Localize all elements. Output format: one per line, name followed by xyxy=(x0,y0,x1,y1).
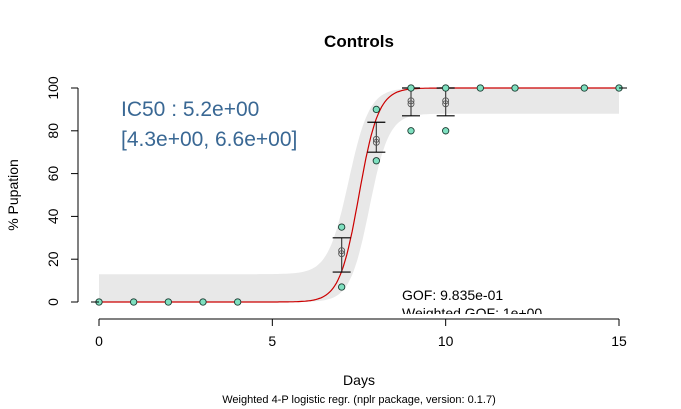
mean-marker xyxy=(372,135,380,143)
data-point xyxy=(234,298,242,306)
point-layer xyxy=(91,84,627,306)
mean-marker xyxy=(442,97,450,105)
mean-marker xyxy=(407,100,415,108)
y-tick-label: 40 xyxy=(45,208,61,224)
y-tick-label: 80 xyxy=(45,123,61,139)
y-tick-label: 0 xyxy=(45,298,61,306)
data-point xyxy=(476,84,484,92)
data-point xyxy=(338,283,346,291)
data-point xyxy=(372,157,380,165)
gof-label: GOF: 9.835e-01 xyxy=(402,287,503,303)
data-point xyxy=(338,223,346,231)
x-tick-label: 0 xyxy=(95,333,103,349)
y-tick-label: 60 xyxy=(45,166,61,182)
x-tick-label: 15 xyxy=(611,333,627,349)
data-point xyxy=(407,84,415,92)
fit-layer xyxy=(99,87,619,303)
data-point xyxy=(442,127,450,135)
data-point xyxy=(511,84,519,92)
data-point xyxy=(164,298,172,306)
mean-marker xyxy=(338,250,346,258)
x-tick-label: 5 xyxy=(268,333,276,349)
error-bar-layer xyxy=(332,87,455,273)
axis-layer: 0 5 10 15 0 20 40 60 80 100 xyxy=(45,76,627,349)
mean-marker xyxy=(407,97,415,105)
weighted-gof-label: Weighted GOF: 1e+00 xyxy=(402,305,542,321)
mean-marker xyxy=(372,138,380,146)
fit-curve xyxy=(99,87,619,303)
data-point xyxy=(130,298,138,306)
x-tick-label: 10 xyxy=(438,333,454,349)
y-axis-label: % Pupation xyxy=(5,159,21,231)
chart-subtitle: Weighted 4-P logistic regr. (nplr packag… xyxy=(222,394,496,406)
data-point xyxy=(199,298,207,306)
data-point xyxy=(372,105,380,114)
ic50-ci-label: [4.3e+00, 6.6e+00] xyxy=(121,128,297,151)
chart-title: Controls xyxy=(324,32,394,51)
data-point xyxy=(442,84,450,92)
ic50-label: IC50 : 5.2e+00 xyxy=(121,98,259,121)
y-tick-label: 100 xyxy=(45,76,61,100)
mean-marker xyxy=(338,247,346,255)
mean-marker xyxy=(442,100,450,108)
y-tick-label: 20 xyxy=(45,251,61,267)
data-point xyxy=(407,127,415,135)
x-axis-label: Days xyxy=(343,372,375,388)
data-point xyxy=(580,84,588,92)
